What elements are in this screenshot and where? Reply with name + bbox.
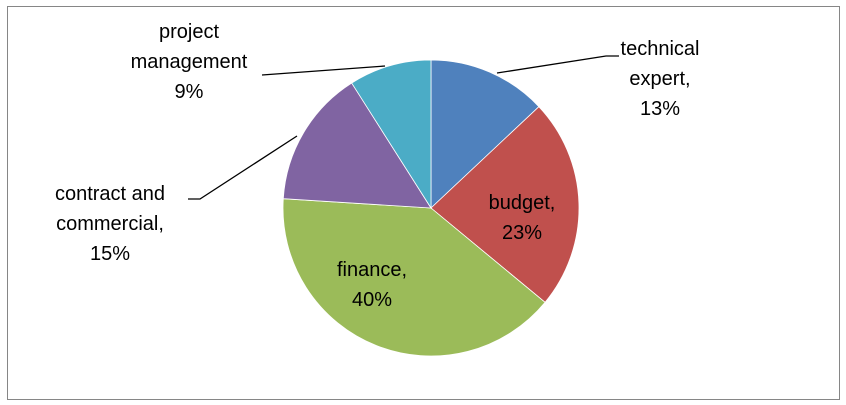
data-label-line: budget,: [489, 192, 556, 214]
leader-lines: [188, 55, 619, 200]
pie-slice-project-management: [351, 59, 432, 210]
data-labels: technical expert, 13% budget, 23% finance, 40%…: [55, 21, 700, 311]
pie-slice-finance: [282, 198, 546, 357]
data-label-project-management: project management 9%: [131, 21, 248, 103]
pie-slice-budget: [430, 106, 580, 303]
data-label-line: 9%: [175, 81, 204, 103]
pie-slice-contract-and-commercial: [282, 82, 432, 209]
data-label-line: project: [159, 21, 219, 43]
leader-line-technical-expert: [496, 55, 619, 74]
data-label-line: 13%: [640, 98, 680, 120]
leader-line-contract-and-commercial: [188, 135, 298, 200]
data-label-line: 15%: [90, 243, 130, 265]
data-label-budget: budget, 23%: [489, 192, 556, 244]
leader-line-project-management: [261, 65, 386, 76]
data-label-line: finance,: [337, 259, 407, 281]
pie-slice-technical-expert: [430, 59, 540, 209]
data-label-finance: finance, 40%: [337, 259, 407, 311]
data-label-line: expert,: [629, 68, 690, 90]
pie-slices: [282, 59, 580, 357]
data-label-line: 23%: [502, 222, 542, 244]
data-label-line: management: [131, 51, 248, 73]
data-label-line: technical: [621, 38, 700, 60]
data-label-contract-and-commercial: contract and commercial, 15%: [55, 183, 165, 265]
data-label-technical-expert: technical expert, 13%: [621, 38, 700, 120]
data-label-line: contract and: [55, 183, 165, 205]
data-label-line: commercial,: [56, 213, 164, 235]
data-label-line: 40%: [352, 289, 392, 311]
